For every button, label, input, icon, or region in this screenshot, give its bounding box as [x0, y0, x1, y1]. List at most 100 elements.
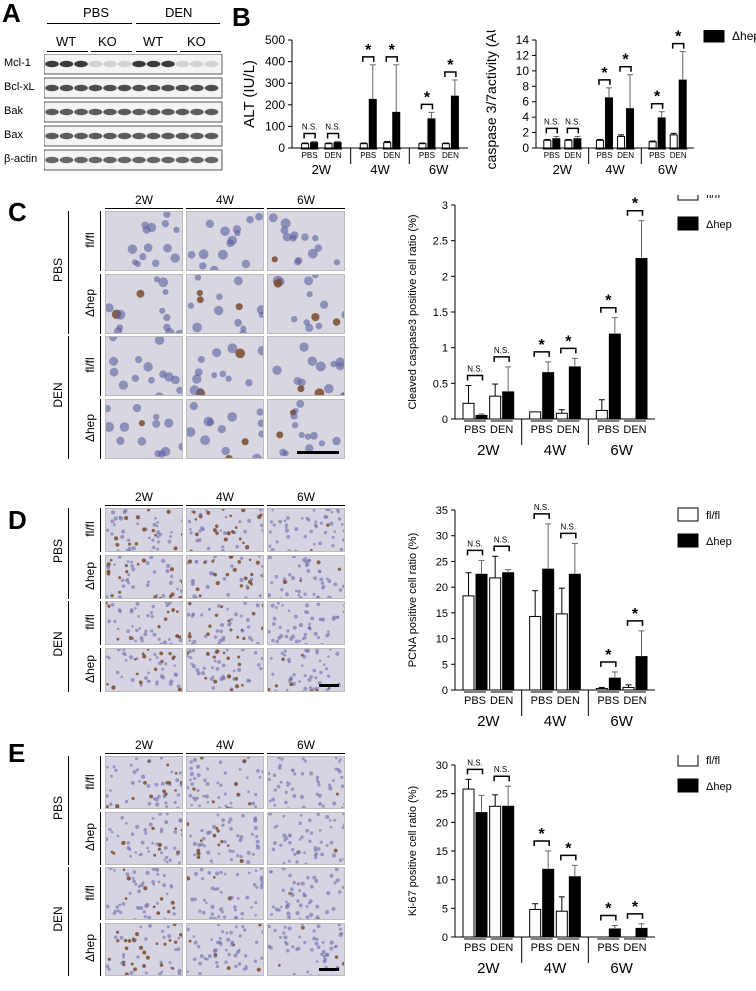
nucleus — [126, 559, 130, 563]
significance-bracket — [420, 103, 434, 110]
nucleus — [117, 555, 122, 559]
nucleus — [250, 905, 253, 909]
nucleus — [328, 786, 333, 791]
nucleus — [131, 546, 136, 551]
nucleus — [272, 773, 277, 778]
nucleus — [340, 392, 344, 395]
nucleus — [298, 917, 302, 919]
nucleus — [302, 654, 307, 659]
nucleus — [156, 540, 161, 544]
micro-treatment-label: PBS — [51, 258, 65, 283]
nucleus — [326, 673, 331, 678]
nucleus — [320, 851, 324, 856]
nucleus — [210, 904, 215, 909]
nucleus — [310, 431, 318, 440]
nucleus — [343, 852, 344, 855]
nucleus — [155, 941, 159, 945]
nucleus — [153, 275, 160, 282]
nucleus — [339, 931, 344, 935]
blot-band — [88, 132, 103, 140]
nucleus — [110, 519, 115, 524]
nucleus — [180, 588, 182, 593]
nucleus — [249, 577, 254, 581]
nucleus — [286, 902, 291, 907]
nucleus — [168, 918, 171, 919]
nucleus — [279, 633, 284, 639]
x-subgroup-label: PBS — [302, 151, 318, 160]
micrograph-tile — [105, 867, 183, 920]
nucleus — [336, 615, 340, 619]
nucleus — [196, 773, 201, 778]
bar — [529, 908, 542, 938]
nucleus — [331, 535, 335, 539]
nucleus — [314, 941, 319, 946]
nucleus — [327, 632, 330, 636]
nucleus — [116, 909, 120, 913]
nucleus — [166, 910, 171, 914]
nucleus — [172, 912, 176, 916]
nucleus — [180, 828, 182, 831]
nucleus — [165, 568, 170, 573]
nucleus — [253, 650, 258, 655]
nucleus — [297, 385, 305, 393]
nucleus — [215, 964, 220, 968]
nucleus — [106, 565, 111, 569]
significance-label: N.S. — [534, 503, 550, 512]
y-tick-label: 0 — [442, 414, 448, 426]
nucleus — [342, 822, 344, 826]
micrograph-tile — [267, 273, 345, 334]
nucleus — [260, 656, 263, 660]
nucleus — [319, 670, 323, 674]
y-tick-label: 25 — [436, 789, 448, 801]
nucleus — [241, 509, 246, 513]
nucleus — [190, 803, 193, 807]
nucleus — [313, 845, 318, 850]
nucleus — [312, 687, 316, 690]
nucleus — [219, 783, 223, 787]
nucleus — [313, 848, 317, 852]
significance-bracket — [545, 127, 559, 134]
nucleus — [273, 689, 278, 691]
panel-letter-d: D — [8, 505, 27, 535]
nucleus — [245, 895, 250, 900]
nucleus — [227, 952, 231, 956]
nucleus — [162, 288, 169, 295]
panel-letter-b: B — [232, 2, 251, 32]
y-axis-label: caspase 3/7activity (AU) — [483, 30, 499, 169]
nucleus — [312, 668, 317, 672]
nucleus — [187, 612, 191, 617]
nucleus — [106, 836, 109, 841]
nucleus — [233, 953, 238, 958]
nucleus — [246, 850, 251, 855]
nucleus — [155, 901, 159, 905]
significance-label: * — [565, 840, 572, 857]
nucleus — [310, 616, 315, 621]
nucleus — [198, 961, 203, 966]
nucleus — [278, 935, 283, 939]
nucleus — [200, 434, 211, 445]
nucleus — [254, 815, 258, 819]
nucleus — [132, 879, 136, 884]
nucleus — [142, 527, 147, 532]
nucleus — [281, 888, 285, 893]
nucleus — [118, 903, 122, 907]
micrograph-tile — [186, 922, 264, 976]
y-tick-label: 10 — [436, 875, 448, 887]
nucleus — [330, 918, 331, 919]
y-tick-label: 3 — [442, 200, 448, 212]
nucleus — [255, 560, 260, 565]
tissue-background — [187, 648, 263, 691]
nucleus — [288, 782, 291, 786]
nucleus — [155, 593, 159, 597]
nucleus — [296, 882, 301, 886]
micro-week-header: 2W — [135, 738, 153, 752]
nucleus — [269, 520, 274, 524]
micrograph-tile — [267, 811, 345, 865]
y-tick-label: 2 — [522, 126, 529, 140]
micrograph-tile — [267, 336, 345, 396]
nucleus — [253, 958, 258, 963]
nucleus — [129, 654, 134, 659]
nucleus — [259, 885, 263, 890]
nucleus — [344, 812, 345, 816]
x-group-label: 2W — [477, 713, 500, 730]
